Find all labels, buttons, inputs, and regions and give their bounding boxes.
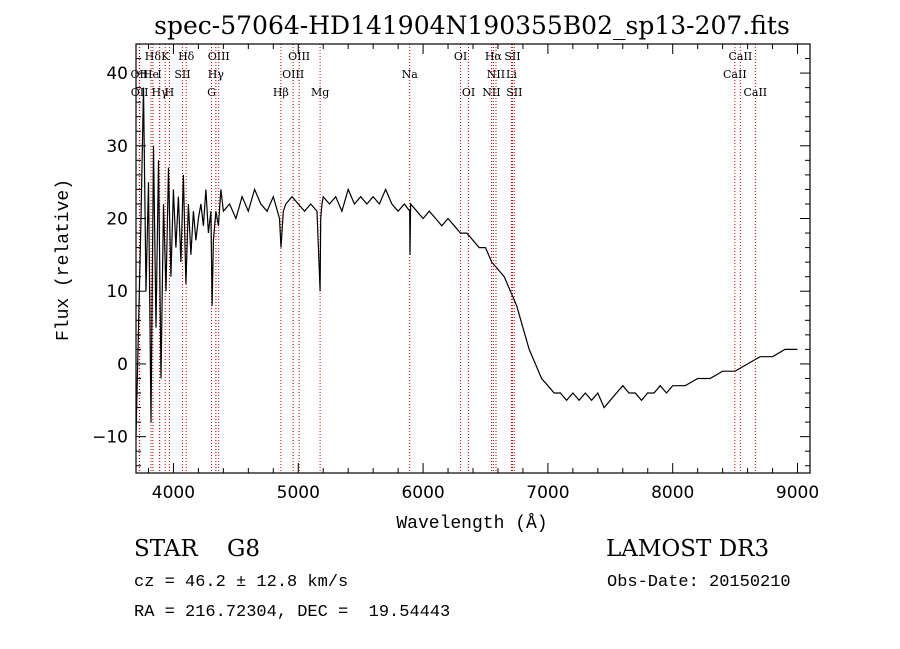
y-tick-label: 30 [106,137,128,157]
emission-line-label: NII [482,86,500,99]
star-classification: STAR G8 [134,536,261,562]
redshift-cz: cz = 46.2 ± 12.8 km/s [134,573,349,592]
emission-line-label: OIII [282,68,304,81]
emission-line-label: OII [131,68,149,81]
x-tick-label: 8000 [651,483,694,503]
y-tick-label: 0 [117,355,128,375]
emission-line-label: CaII [743,86,767,99]
emission-line-label: SII [174,68,190,81]
observation-date: Obs-Date: 20150210 [607,573,791,592]
emission-line-label: H [165,86,175,99]
emission-line-label: Hα [485,50,503,63]
emission-line-label: G [207,86,216,99]
emission-line-label: OIII [208,50,230,63]
y-tick-label: 10 [106,282,128,302]
emission-line-label: CaII [723,68,747,81]
emission-line-label: Hδ [178,50,195,63]
emission-line-label: Hδ [145,50,162,63]
emission-line-label: SII [506,86,522,99]
chart-title: spec-57064-HD141904N190355B02_sp13-207.f… [154,11,790,40]
emission-line-label: Hβ [273,86,289,99]
spectrum-series-line [135,87,798,437]
emission-line-label: OI [462,86,475,99]
y-tick-label: 40 [106,64,128,84]
x-axis-label: Wavelength (Å) [396,513,547,534]
plot-frame [135,43,811,474]
emission-line-label: Mg [311,86,329,99]
emission-line-label: CaII [729,50,753,63]
survey-name: LAMOST DR3 [606,536,770,562]
x-tick-label: 6000 [401,483,444,503]
emission-line-label: Li [506,68,517,81]
y-axis-label: Flux (relative) [54,179,74,341]
emission-line-label: OIII [288,50,310,63]
emission-line-markers [138,44,756,473]
emission-line-label: I [157,68,161,81]
emission-line-label: OI [454,50,467,63]
x-tick-label: 7000 [526,483,569,503]
emission-line-label: Na [402,68,419,81]
emission-line-label: Hγ [208,68,225,81]
ra-dec-coordinates: RA = 216.72304, DEC = 19.54443 [134,603,451,622]
emission-line-label: Hγ [152,86,169,99]
emission-line-label: NII [487,68,505,81]
y-axis: −10 0 10 20 30 40 [92,43,810,467]
emission-line-label: SII [504,50,520,63]
emission-line-label: K [161,50,170,63]
x-axis: 4000 5000 6000 7000 8000 9000 [147,44,819,503]
y-tick-label: 20 [106,210,128,230]
emission-line-label: He [143,68,159,81]
y-tick-label: −10 [92,428,128,448]
x-tick-label: 4000 [152,483,195,503]
x-tick-label: 9000 [776,483,819,503]
x-tick-label: 5000 [277,483,320,503]
